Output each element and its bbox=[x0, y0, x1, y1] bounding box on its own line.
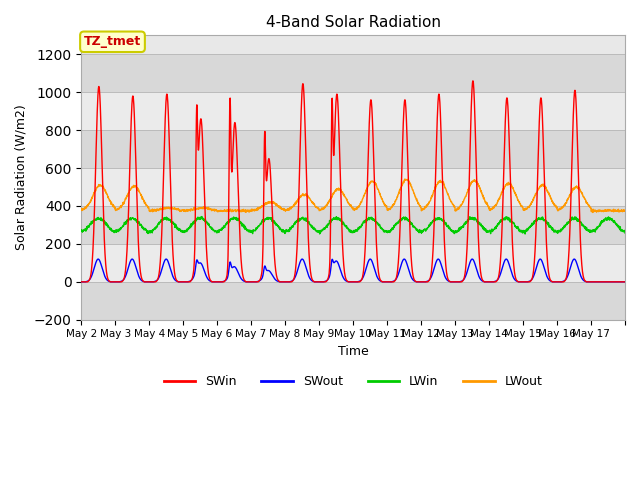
Bar bbox=[81, 244, 625, 282]
Text: TZ_tmet: TZ_tmet bbox=[84, 36, 141, 48]
Bar bbox=[81, 54, 625, 92]
Bar bbox=[81, 282, 625, 320]
Bar bbox=[81, 92, 625, 130]
Bar bbox=[81, 206, 625, 244]
Y-axis label: Solar Radiation (W/m2): Solar Radiation (W/m2) bbox=[15, 105, 28, 251]
Legend: SWin, SWout, LWin, LWout: SWin, SWout, LWin, LWout bbox=[159, 370, 547, 393]
Bar bbox=[81, 130, 625, 168]
Title: 4-Band Solar Radiation: 4-Band Solar Radiation bbox=[266, 15, 440, 30]
Bar bbox=[81, 168, 625, 206]
X-axis label: Time: Time bbox=[338, 345, 369, 358]
